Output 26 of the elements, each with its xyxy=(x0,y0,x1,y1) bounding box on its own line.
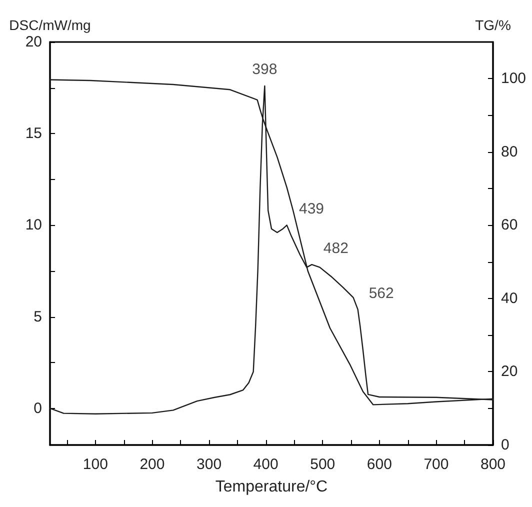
y2-axis-title: TG/% xyxy=(475,17,511,33)
x-axis-title: Temperature/°C xyxy=(215,478,328,496)
y2-tick-label: 60 xyxy=(501,216,518,234)
y-tick-label: 15 xyxy=(25,125,42,142)
y-tick-label: 5 xyxy=(34,308,42,326)
y-axis-title: DSC/mW/mg xyxy=(9,17,91,33)
annotation: 482 xyxy=(323,240,348,258)
x-tick-label: 300 xyxy=(196,456,222,473)
annotation: 439 xyxy=(298,200,324,218)
x-tick-label: 500 xyxy=(310,456,336,473)
annotation: 562 xyxy=(368,284,394,302)
y-tick-label: 20 xyxy=(25,34,42,50)
x-tick-label: 800 xyxy=(480,456,506,473)
y2-tick-label: 40 xyxy=(501,290,518,307)
y-tick-label: 0 xyxy=(34,400,42,417)
y2-tick-label: 0 xyxy=(501,436,510,454)
y2-tick-label: 20 xyxy=(501,363,518,380)
y-tick-label: 10 xyxy=(25,216,42,234)
x-tick-label: 200 xyxy=(140,456,165,473)
x-tick-label: 400 xyxy=(253,456,278,473)
x-tick-label: 700 xyxy=(424,456,449,473)
annotation: 398 xyxy=(252,60,278,78)
y2-tick-label: 100 xyxy=(501,70,526,88)
y2-tick-label: 80 xyxy=(501,143,518,160)
x-tick-label: 600 xyxy=(366,456,392,473)
x-tick-label: 100 xyxy=(82,456,108,473)
